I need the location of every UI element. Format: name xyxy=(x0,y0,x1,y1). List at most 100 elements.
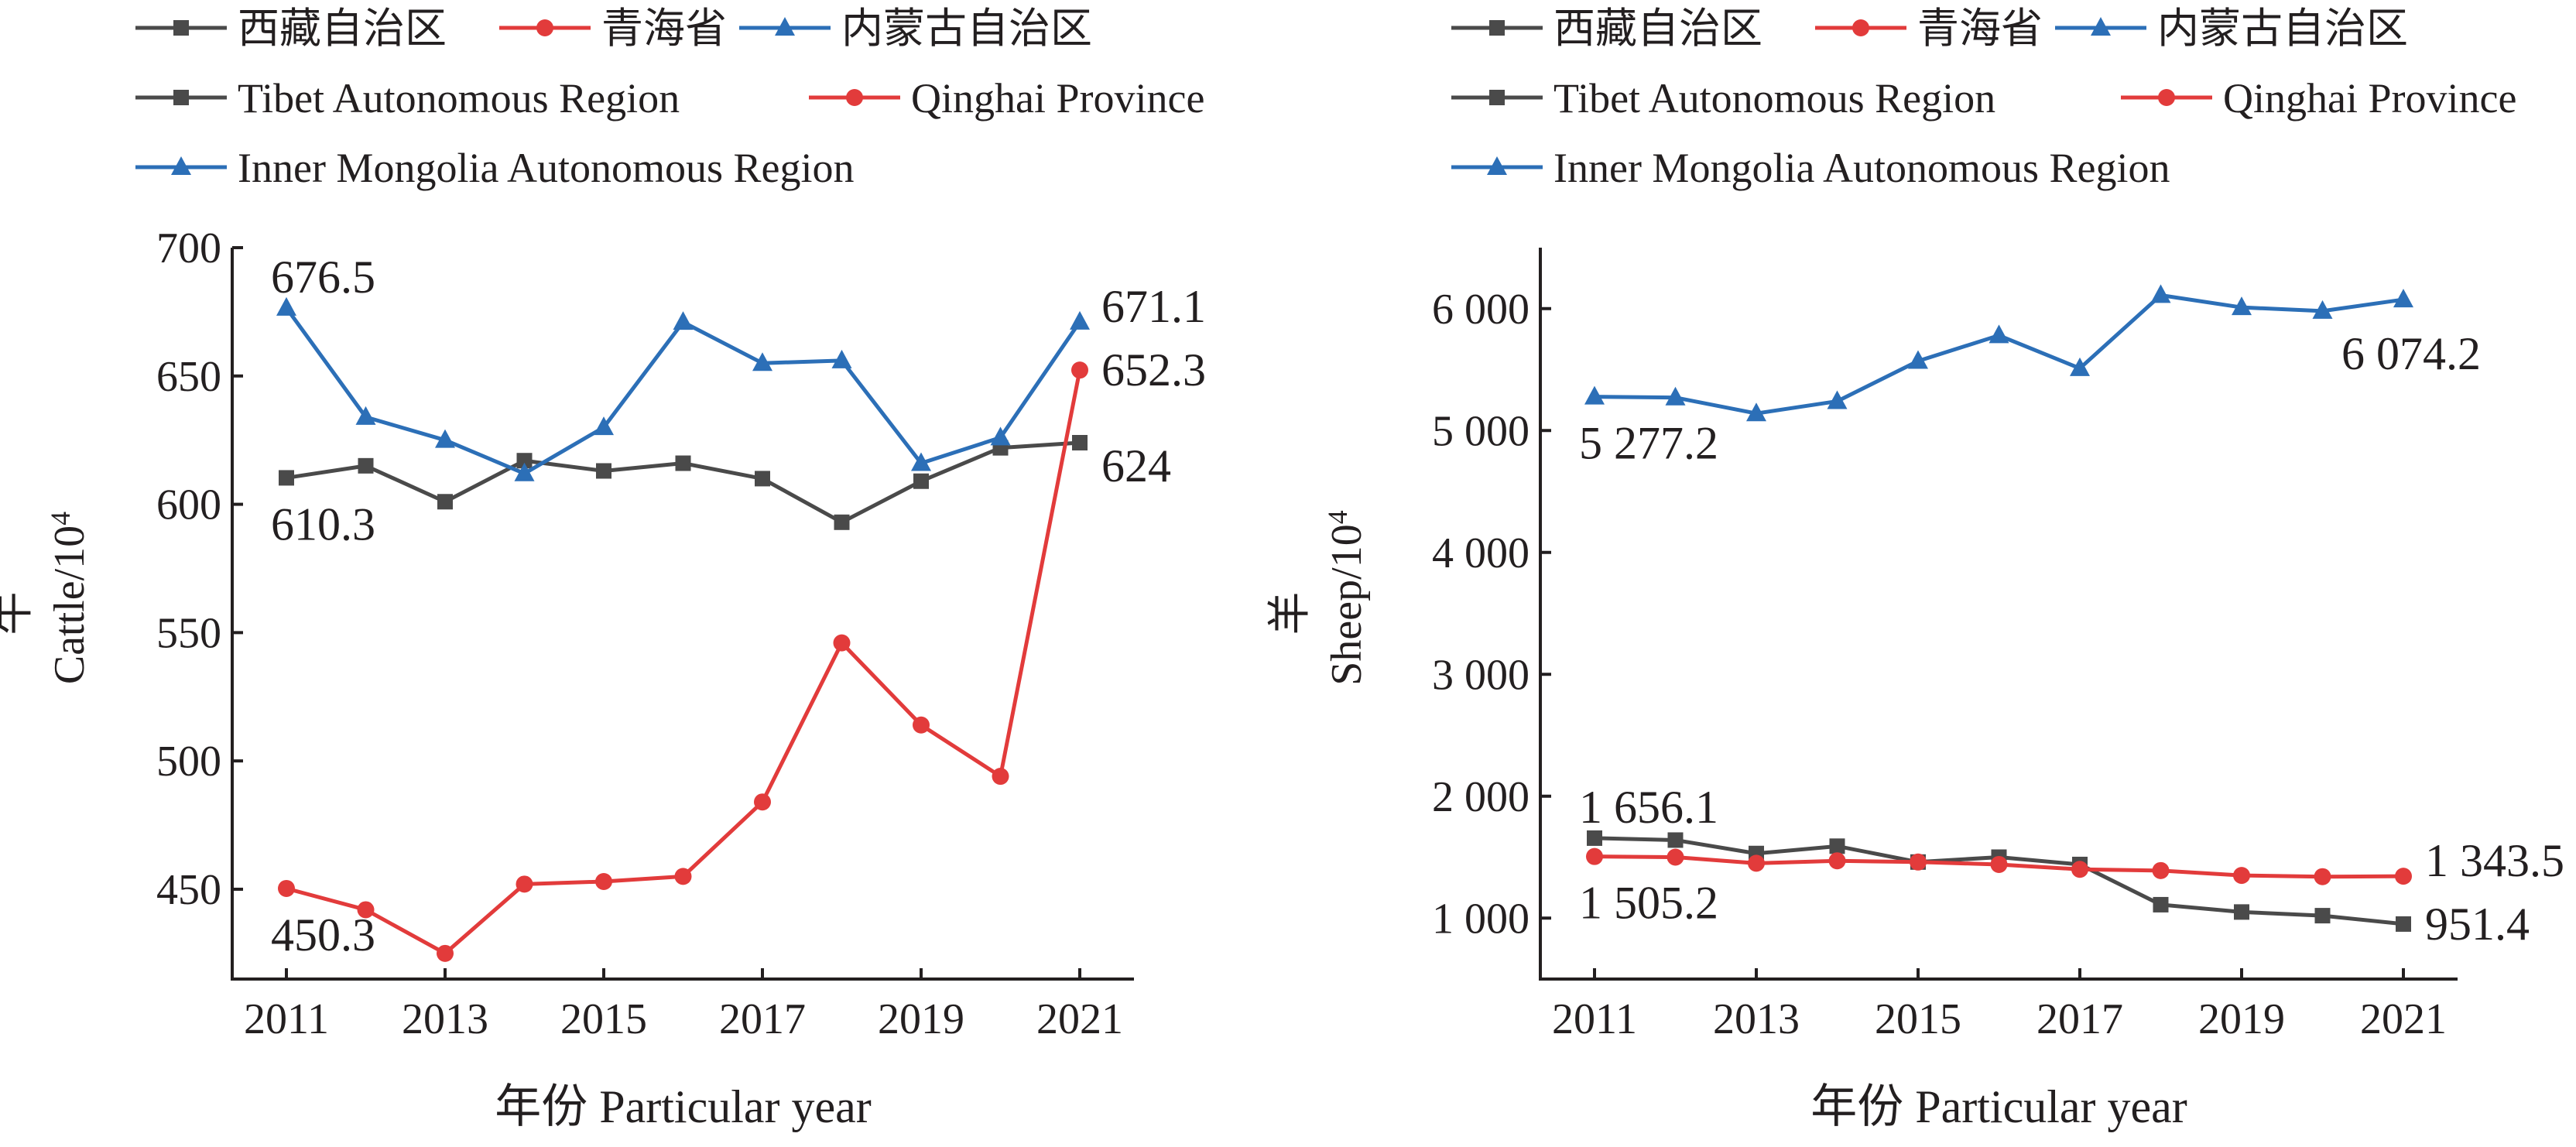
data-point xyxy=(2393,289,2413,308)
data-point xyxy=(2153,896,2169,912)
data-point xyxy=(2395,868,2412,885)
series-triangle xyxy=(276,296,1090,481)
data-point xyxy=(1071,361,1088,379)
legend-item: Qinghai Province xyxy=(809,75,1204,122)
sheep-chart-panel: 西藏自治区 青海省 内蒙古自治区 Tibet Autonomous Region Qin… xyxy=(1266,5,2564,1132)
data-point xyxy=(516,875,533,893)
y-tick-label: 6 000 xyxy=(1432,286,1530,334)
data-point xyxy=(1989,324,2009,344)
data-point xyxy=(1827,390,1848,409)
legend-item: 青海省 xyxy=(1815,5,2043,52)
legend-label: Inner Mongolia Autonomous Region xyxy=(1553,145,2170,191)
data-point xyxy=(833,634,851,652)
x-tick-label: 2017 xyxy=(719,995,806,1043)
data-point xyxy=(913,716,930,734)
data-point xyxy=(355,406,376,425)
data-point xyxy=(911,452,931,471)
data-point xyxy=(596,463,611,479)
x-axis-title: 年份 Particular year xyxy=(1810,1081,2187,1132)
x-tick-label: 2013 xyxy=(402,995,488,1043)
data-point xyxy=(1586,847,1603,865)
legend-label: 西藏自治区 xyxy=(238,5,447,52)
data-point xyxy=(831,349,852,368)
legend-label: Tibet Autonomous Region xyxy=(238,75,680,122)
data-point xyxy=(2150,284,2171,303)
data-label: 450.3 xyxy=(271,909,375,960)
data-point xyxy=(834,514,850,530)
data-point xyxy=(1746,402,1766,422)
y-axis-title-superscript: 4 xyxy=(1322,510,1353,524)
series-line xyxy=(286,440,1081,525)
legend-marker xyxy=(2091,17,2111,36)
legend-marker xyxy=(1489,20,1505,36)
data-point xyxy=(2314,868,2331,885)
legend-label: 青海省 xyxy=(1917,5,2043,52)
data-point xyxy=(514,462,535,481)
data-point xyxy=(516,453,533,469)
y-axis-title-text: Sheep/10 xyxy=(1323,524,1371,685)
data-label: 1 343.5 xyxy=(2425,835,2564,886)
y-tick-label: 650 xyxy=(156,353,221,401)
legend-label: 青海省 xyxy=(601,5,727,52)
legend-label: 内蒙古自治区 xyxy=(2157,5,2408,52)
y-tick-label: 450 xyxy=(156,866,221,914)
x-tick-label: 2015 xyxy=(560,995,647,1043)
y-tick-label: 3 000 xyxy=(1432,651,1530,699)
legend-marker xyxy=(173,20,189,36)
y-tick-label: 2 000 xyxy=(1432,773,1530,821)
legend-item: 内蒙古自治区 xyxy=(739,5,1092,52)
x-axis-title: 年份 Particular year xyxy=(495,1081,871,1132)
data-point xyxy=(913,473,929,489)
x-tick-label: 2019 xyxy=(2198,995,2285,1043)
data-label: 652.3 xyxy=(1101,344,1206,395)
y-axis-title-superscript: 4 xyxy=(45,512,76,526)
data-point xyxy=(276,296,296,316)
data-point xyxy=(1908,350,1928,369)
legend-marker xyxy=(1489,90,1505,105)
series-line xyxy=(284,306,1082,476)
data-point xyxy=(1667,832,1684,848)
x-tick-label: 2011 xyxy=(244,995,329,1043)
data-label: 1 505.2 xyxy=(1579,878,1718,929)
data-point xyxy=(1910,853,1927,871)
data-point xyxy=(437,944,454,962)
data-point xyxy=(2234,904,2249,920)
legend-marker xyxy=(775,17,795,36)
data-point xyxy=(2396,916,2411,932)
series-circle xyxy=(1586,847,2412,885)
legend-marker xyxy=(173,90,189,105)
legend-item: 青海省 xyxy=(499,5,727,52)
data-point xyxy=(992,768,1009,786)
data-label: 5 277.2 xyxy=(1579,418,1718,469)
data-point xyxy=(2233,867,2250,885)
legend-item: 内蒙古自治区 xyxy=(2055,5,2408,52)
data-point xyxy=(1584,385,1605,405)
legend-item: Tibet Autonomous Region xyxy=(1451,75,1995,122)
data-label: 676.5 xyxy=(271,252,375,303)
legend-label: Inner Mongolia Autonomous Region xyxy=(238,145,854,191)
data-label: 671.1 xyxy=(1101,281,1206,332)
y-tick-label: 1 000 xyxy=(1432,895,1530,943)
legend-item: Qinghai Province xyxy=(2121,75,2516,122)
legend-label: Qinghai Province xyxy=(2223,75,2516,122)
data-point xyxy=(754,793,771,811)
data-label: 6 074.2 xyxy=(2341,328,2481,379)
legend-label: Qinghai Province xyxy=(911,75,1204,122)
data-label: 1 656.1 xyxy=(1579,782,1718,833)
data-label: 951.4 xyxy=(2425,899,2530,950)
data-point xyxy=(1829,838,1845,854)
x-tick-label: 2015 xyxy=(1875,995,1961,1043)
legend: 西藏自治区 青海省 内蒙古自治区 Tibet Autonomous Region Qin… xyxy=(1451,5,2516,191)
data-point xyxy=(673,311,694,330)
x-tick-label: 2013 xyxy=(1713,995,1800,1043)
legend-item: Inner Mongolia Autonomous Region xyxy=(135,145,854,191)
x-tick-label: 2019 xyxy=(878,995,964,1043)
data-point xyxy=(2232,296,2252,316)
legend-item: 西藏自治区 xyxy=(1451,5,1762,52)
series-line xyxy=(1594,293,2404,416)
data-point xyxy=(435,429,455,448)
y-tick-label: 4 000 xyxy=(1432,529,1530,577)
data-point xyxy=(1990,855,2008,873)
legend-label: 内蒙古自治区 xyxy=(841,5,1092,52)
